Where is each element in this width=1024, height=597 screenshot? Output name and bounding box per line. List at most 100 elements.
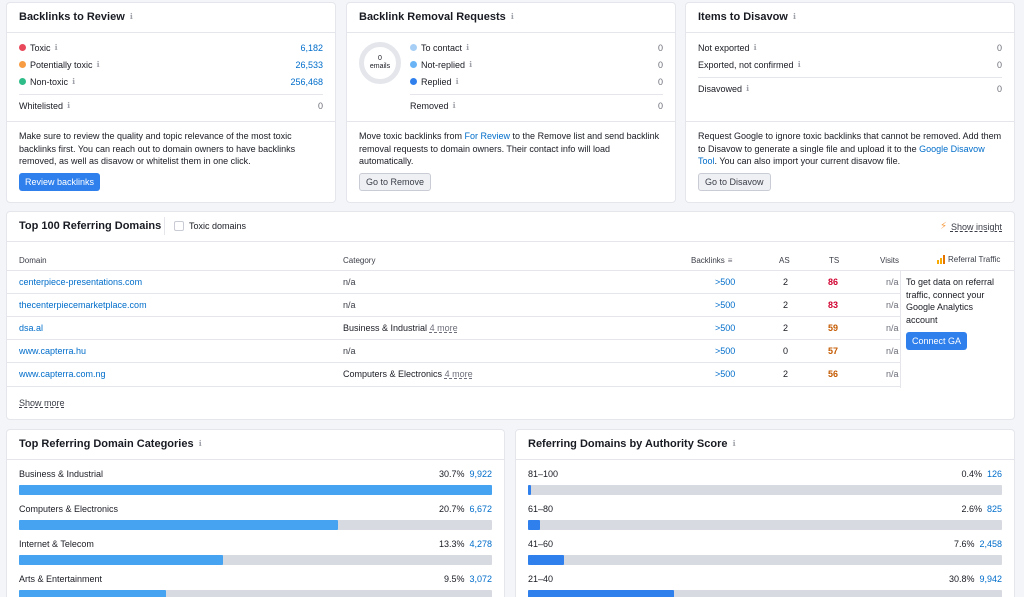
domain-categories-card: Top Referring Domain Categories ℹ Busine… <box>6 429 505 597</box>
more-categories-link[interactable]: 4 more <box>429 323 458 333</box>
authority-stats: 30.8% 9,942 <box>948 574 1002 584</box>
category-cell: n/a <box>343 346 356 356</box>
non-toxic-count-link[interactable]: 256,468 <box>290 76 323 87</box>
category-label: Arts & Entertainment <box>19 574 103 584</box>
backlinks-review-description: Make sure to review the quality and topi… <box>19 131 296 166</box>
lightning-icon: ⚡ <box>939 221 947 232</box>
potentially-toxic-row: Potentially toxic ℹ 26,533 <box>19 56 323 73</box>
backlinks-to-review-title: Backlinks to Review ℹ <box>19 11 137 23</box>
for-review-link[interactable]: For Review <box>464 131 511 141</box>
go-to-remove-button[interactable]: Go to Remove <box>359 173 432 191</box>
review-backlinks-button[interactable]: Review backlinks <box>19 173 101 191</box>
toxic-domains-filter[interactable]: Toxic domains <box>174 221 246 231</box>
not-replied-row: Not-replied ℹ 0 <box>410 56 663 73</box>
table-header: Domain Category Backlinks ≡ AS TS Visits… <box>7 249 1014 267</box>
info-icon[interactable]: ℹ <box>469 59 473 69</box>
authority-bar <box>528 485 1002 495</box>
table-row: www.capterra.hu n/a >500 0 57 n/a <box>7 339 901 362</box>
info-icon[interactable]: ℹ <box>792 12 796 21</box>
referral-traffic-text: To get data on referral traffic, connect… <box>906 277 995 325</box>
category-header[interactable]: Category <box>343 256 376 265</box>
as-header[interactable]: AS <box>779 256 790 265</box>
as-value: 2 <box>783 369 789 379</box>
show-more-link[interactable]: Show more <box>19 398 65 408</box>
show-insight-link[interactable]: ⚡ Show insight <box>939 221 1002 232</box>
info-icon[interactable]: ℹ <box>96 59 100 69</box>
info-icon[interactable]: ℹ <box>797 59 801 69</box>
table-row: dsa.al Business & Industrial 4 more >500… <box>7 316 901 339</box>
domain-link[interactable]: centerpiece-presentations.com <box>19 277 143 287</box>
potentially-toxic-dot-icon <box>19 61 26 68</box>
domain-link[interactable]: thecenterpiecemarketplace.com <box>19 300 147 310</box>
analytics-icon <box>937 255 945 264</box>
visits-value: n/a <box>886 346 899 356</box>
go-to-disavow-button[interactable]: Go to Disavow <box>698 173 771 191</box>
replied-dot-icon <box>410 78 417 85</box>
info-icon[interactable]: ℹ <box>72 76 76 86</box>
referral-traffic-panel: To get data on referral traffic, connect… <box>906 276 1002 350</box>
as-value: 2 <box>783 277 789 287</box>
backlinks-to-review-card: Backlinks to Review ℹ Toxic ℹ 6,182 Poten… <box>6 2 336 203</box>
google-disavow-tool-link[interactable]: Google Disavow Tool <box>698 143 985 167</box>
category-bar <box>19 590 492 597</box>
table-row: www.capterra.com.ng Computers & Electron… <box>7 362 901 385</box>
category-cell: Business & Industrial 4 more <box>343 323 458 333</box>
top-referring-domains-card: Top 100 Referring Domains Toxic domains … <box>6 211 1015 420</box>
backlinks-count-link[interactable]: >500 <box>715 300 736 310</box>
info-icon[interactable]: ℹ <box>452 100 456 110</box>
info-icon[interactable]: ℹ <box>732 439 736 448</box>
toxic-domains-checkbox[interactable] <box>174 221 184 231</box>
ts-value: 59 <box>828 323 839 333</box>
top-referring-domains-title: Top 100 Referring Domains <box>19 220 162 232</box>
removal-requests-title: Backlink Removal Requests ℹ <box>359 11 518 23</box>
visits-value: n/a <box>886 369 899 379</box>
category-cell: n/a <box>343 277 356 287</box>
category-bar <box>19 520 492 530</box>
more-categories-link[interactable]: 4 more <box>444 369 473 379</box>
authority-bar <box>528 520 1002 530</box>
category-label: Internet & Telecom <box>19 539 94 549</box>
authority-stats: 0.4% 126 <box>961 469 1002 479</box>
authority-range-label: 81–100 <box>528 469 559 479</box>
backlinks-header[interactable]: Backlinks ≡ <box>691 256 733 265</box>
toxic-dot-icon <box>19 44 26 51</box>
domain-link[interactable]: www.capterra.com.ng <box>19 369 106 379</box>
category-stats: 30.7% 9,922 <box>438 469 492 479</box>
potentially-toxic-count-link[interactable]: 26,533 <box>295 59 323 70</box>
backlinks-count-link[interactable]: >500 <box>715 346 736 356</box>
domain-header[interactable]: Domain <box>19 256 47 265</box>
visits-header[interactable]: Visits <box>880 256 899 265</box>
connect-ga-button[interactable]: Connect GA <box>906 332 968 350</box>
table-row: thecenterpiecemarketplace.com n/a >500 2… <box>7 293 901 316</box>
ts-value: 86 <box>828 277 839 287</box>
toxic-row: Toxic ℹ 6,182 <box>19 39 323 56</box>
info-icon[interactable]: ℹ <box>753 42 757 52</box>
backlinks-count-link[interactable]: >500 <box>715 323 736 333</box>
info-icon[interactable]: ℹ <box>466 42 470 52</box>
as-value: 0 <box>783 346 789 356</box>
toxic-count-link[interactable]: 6,182 <box>300 42 323 53</box>
to-contact-row: To contact ℹ 0 <box>410 39 663 56</box>
not-replied-dot-icon <box>410 61 417 68</box>
non-toxic-dot-icon <box>19 78 26 85</box>
backlinks-count-link[interactable]: >500 <box>715 277 736 287</box>
info-icon[interactable]: ℹ <box>54 42 58 52</box>
category-stats: 13.3% 4,278 <box>438 539 492 549</box>
removal-requests-card: Backlink Removal Requests ℹ 0 emails To … <box>346 2 676 203</box>
info-icon[interactable]: ℹ <box>129 12 133 21</box>
removal-requests-description: Move toxic backlinks from For Review to … <box>359 131 660 166</box>
info-icon[interactable]: ℹ <box>455 76 459 86</box>
ts-header[interactable]: TS <box>829 256 840 265</box>
backlinks-count-link[interactable]: >500 <box>715 369 736 379</box>
authority-bar <box>528 555 1002 565</box>
info-icon[interactable]: ℹ <box>510 12 514 21</box>
authority-score-title: Referring Domains by Authority Score ℹ <box>528 438 739 450</box>
domain-link[interactable]: www.capterra.hu <box>19 346 87 356</box>
info-icon[interactable]: ℹ <box>746 83 750 93</box>
category-stats: 9.5% 3,072 <box>443 574 492 584</box>
info-icon[interactable]: ℹ <box>198 439 202 448</box>
category-bar <box>19 485 492 495</box>
domain-link[interactable]: dsa.al <box>19 323 44 333</box>
info-icon[interactable]: ℹ <box>67 100 71 110</box>
sort-icon: ≡ <box>727 256 733 265</box>
